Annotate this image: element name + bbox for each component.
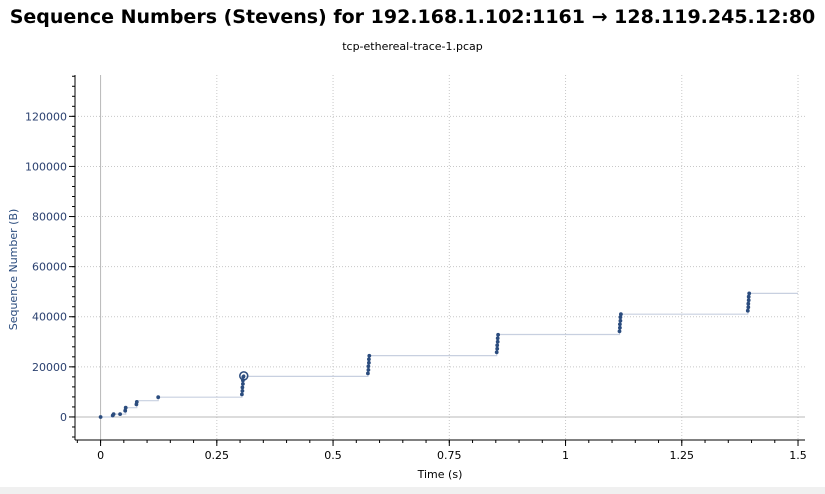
axes bbox=[69, 75, 805, 446]
data-point[interactable] bbox=[745, 308, 750, 313]
data-point[interactable] bbox=[240, 389, 245, 393]
data-point[interactable] bbox=[746, 305, 751, 310]
data-point[interactable] bbox=[496, 332, 500, 337]
data-point[interactable] bbox=[111, 412, 116, 416]
chart-title: Sequence Numbers (Stevens) for 192.168.1… bbox=[9, 6, 816, 28]
data-point[interactable] bbox=[495, 336, 500, 341]
data-point[interactable] bbox=[367, 360, 371, 365]
data-point[interactable] bbox=[123, 408, 128, 413]
selected-point[interactable] bbox=[239, 371, 249, 381]
x-tick-label: 1.5 bbox=[789, 449, 807, 462]
data-point[interactable] bbox=[367, 353, 372, 358]
data-point[interactable] bbox=[495, 346, 500, 351]
x-tick-label: 1 bbox=[562, 449, 569, 462]
tick-labels: 0 0.25 0.5 0.75 1 1.25 1.5 0 20000 40000 60000 8000… bbox=[25, 110, 807, 462]
x-tick-label: 0.25 bbox=[205, 449, 230, 462]
data-point[interactable] bbox=[366, 368, 371, 372]
data-point[interactable] bbox=[746, 298, 751, 303]
data-point[interactable] bbox=[618, 322, 622, 327]
y-tick-label: 100000 bbox=[25, 160, 67, 173]
x-tick-label: 0 bbox=[97, 449, 104, 462]
data-point[interactable] bbox=[367, 357, 371, 362]
y-tick-label: 80000 bbox=[32, 211, 67, 224]
data-point[interactable] bbox=[495, 339, 500, 344]
grid bbox=[75, 75, 805, 440]
data-point[interactable] bbox=[123, 405, 128, 410]
y-tick-label: 60000 bbox=[32, 261, 67, 274]
data-point[interactable] bbox=[746, 301, 751, 306]
data-point[interactable] bbox=[617, 329, 622, 334]
step-line bbox=[100, 292, 798, 418]
data-point[interactable] bbox=[494, 350, 499, 355]
data-point[interactable] bbox=[746, 294, 751, 299]
data-point[interactable] bbox=[156, 395, 161, 400]
y-tick-label: 40000 bbox=[32, 311, 67, 324]
data-point[interactable] bbox=[241, 382, 245, 386]
x-axis-label: Time (s) bbox=[417, 468, 463, 481]
data-point[interactable] bbox=[747, 291, 752, 296]
data-point[interactable] bbox=[240, 392, 244, 397]
data-point[interactable] bbox=[366, 364, 371, 369]
data-point[interactable] bbox=[118, 412, 122, 416]
data-point[interactable] bbox=[366, 371, 370, 376]
y-tick-label: 20000 bbox=[32, 361, 67, 374]
step-line-layer bbox=[100, 292, 798, 418]
data-point[interactable] bbox=[134, 400, 139, 404]
data-point[interactable] bbox=[618, 325, 622, 330]
data-point[interactable] bbox=[98, 415, 103, 419]
y-tick-label: 120000 bbox=[25, 110, 67, 123]
selected-point-dot[interactable] bbox=[242, 374, 246, 378]
y-axis-label: Sequence Number (B) bbox=[7, 209, 20, 331]
data-point[interactable] bbox=[618, 318, 623, 323]
x-tick-label: 1.25 bbox=[670, 449, 695, 462]
data-point[interactable] bbox=[495, 343, 500, 348]
x-tick-label: 0.75 bbox=[437, 449, 462, 462]
chart-subtitle: tcp-ethereal-trace-1.pcap bbox=[342, 40, 483, 53]
data-point[interactable] bbox=[618, 315, 623, 320]
selected-point-ring[interactable] bbox=[239, 371, 249, 381]
data-point[interactable] bbox=[240, 385, 245, 390]
y-tick-label: 0 bbox=[60, 411, 67, 424]
x-tick-label: 0.5 bbox=[324, 449, 342, 462]
data-points[interactable] bbox=[98, 291, 752, 419]
data-point[interactable] bbox=[619, 312, 623, 317]
